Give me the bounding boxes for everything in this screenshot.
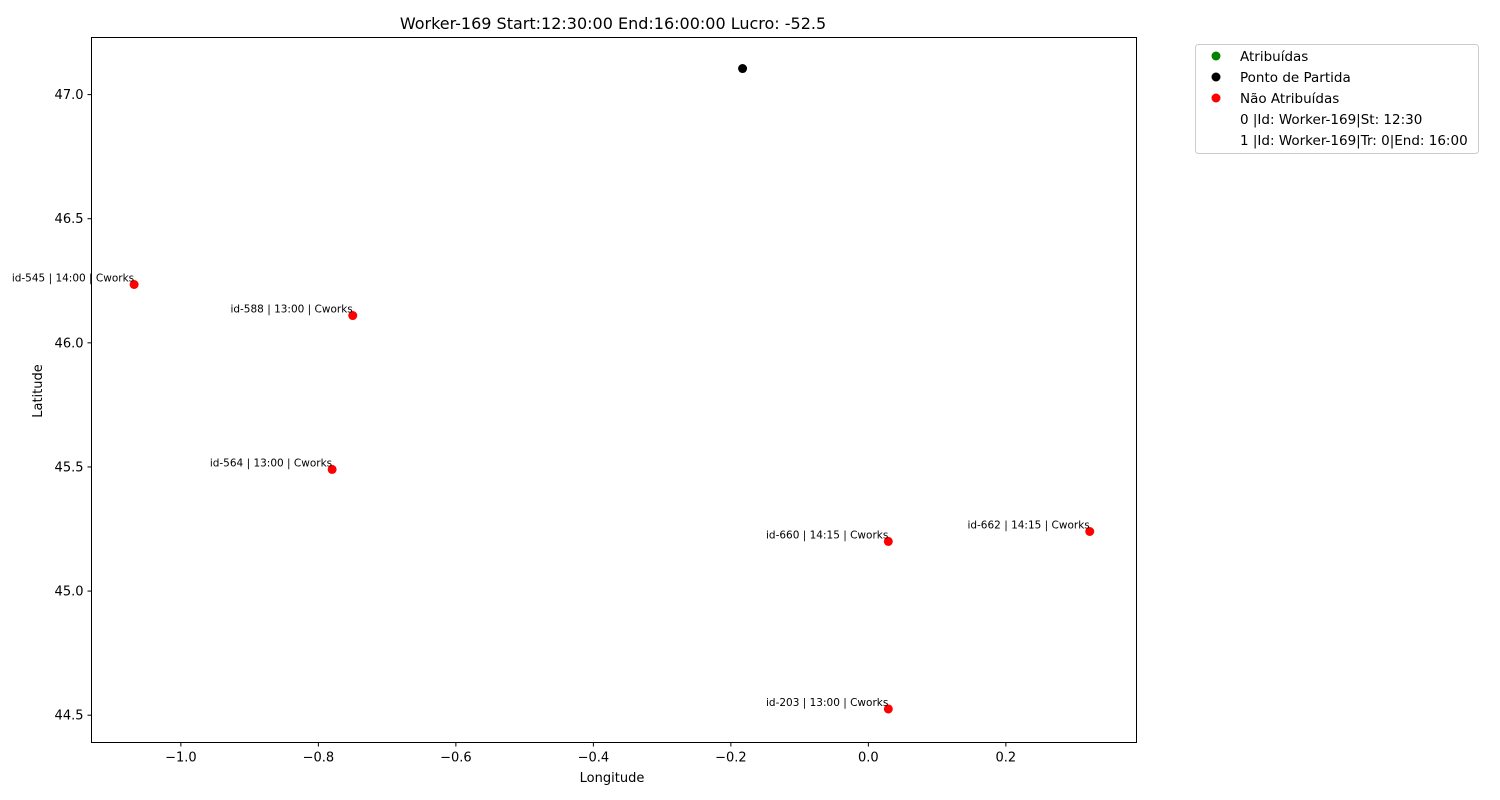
data-point [883,704,893,714]
x-tick-label: −0.2 [715,751,747,766]
legend-marker [1211,51,1221,61]
data-point [738,64,748,74]
data-point-label: id-545 | 14:00 | Cworks [12,272,134,284]
y-tick-label: 46.0 [55,336,84,351]
y-tick-label: 45.0 [55,585,84,600]
chart-marks: id-545 | 14:00 | Cworks id-588 | 13:00 | … [12,64,1095,714]
legend-label: Ponto de Partida [1240,70,1351,86]
data-point [883,536,893,546]
data-point-label: id-662 | 14:15 | Cworks [967,519,1089,531]
data-point-label: id-564 | 13:00 | Cworks [210,457,332,469]
legend-entries: Atribuídas Ponto de Partida Não Atribuídas… [1211,49,1468,149]
x-tick-label: −0.6 [440,751,472,766]
data-point [348,311,358,321]
y-tick-label: 44.5 [55,709,84,724]
data-point [1085,526,1095,536]
legend: Atribuídas Ponto de Partida Não Atribuídas… [1195,44,1479,154]
legend-label: 0 |Id: Worker-169|St: 12:30 [1240,112,1422,128]
y-tick-label: 45.5 [55,460,84,475]
y-tick-label: 47.0 [55,88,84,103]
x-axis-label: Longitude [580,771,645,786]
x-tick-label: −1.0 [165,751,197,766]
x-tick-label: −0.4 [578,751,610,766]
legend-label: 1 |Id: Worker-169|Tr: 0|End: 16:00 [1240,133,1468,149]
data-point-label: id-588 | 13:00 | Cworks [230,304,352,316]
x-tick-label: −0.8 [303,751,335,766]
x-axis-ticks: −1.0 −0.8 −0.6 −0.4 −0.2 0.0 0.2 [165,742,1017,766]
data-point-label: id-203 | 13:00 | Cworks [766,697,888,709]
x-tick-label: 0.2 [996,751,1017,766]
x-tick-label: 0.0 [858,751,879,766]
data-point-label: id-660 | 14:15 | Cworks [766,529,888,541]
y-axis-label: Latitude [31,364,46,418]
legend-label: Não Atribuídas [1240,91,1339,107]
data-point [327,464,337,474]
legend-frame [1195,44,1479,154]
data-point [129,279,139,289]
chart-title: Worker-169 Start:12:30:00 End:16:00:00 L… [400,14,826,33]
legend-label: Atribuídas [1240,49,1308,65]
y-tick-label: 46.5 [55,212,84,227]
y-axis-ticks: 44.5 45.0 45.5 46.0 46.5 47.0 [55,88,92,724]
plot-frame [91,37,1137,743]
legend-marker [1211,72,1221,82]
legend-marker [1211,93,1221,103]
